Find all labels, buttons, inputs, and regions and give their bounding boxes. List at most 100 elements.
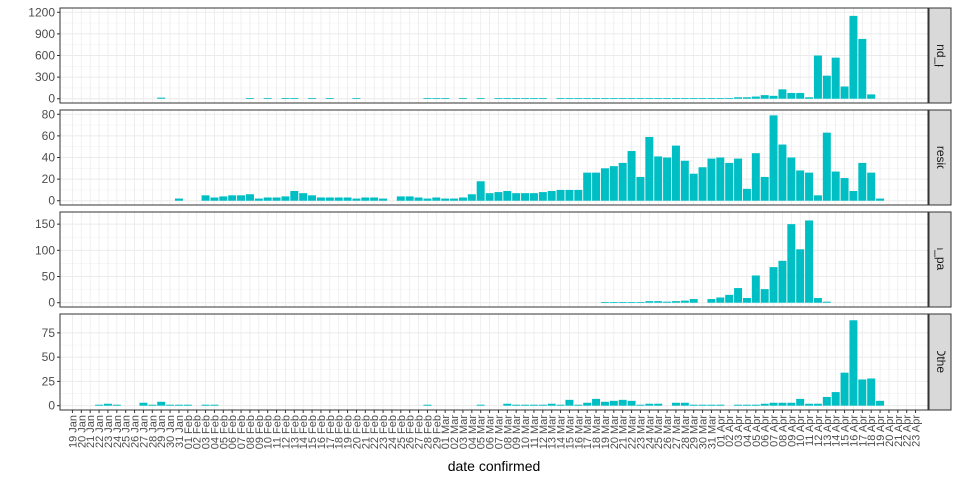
bar — [778, 402, 787, 406]
bar — [760, 95, 769, 99]
bar — [858, 379, 867, 406]
bar — [600, 168, 609, 201]
bar — [272, 197, 281, 201]
bar — [618, 162, 627, 201]
bar — [574, 404, 583, 406]
bar — [618, 98, 627, 99]
bar — [654, 156, 663, 201]
bar — [556, 189, 565, 201]
bar — [512, 404, 521, 406]
panel-gridlines — [60, 314, 928, 410]
bar — [778, 260, 787, 303]
bar — [538, 404, 547, 406]
bar — [680, 300, 689, 303]
bar — [547, 190, 556, 201]
bar — [663, 98, 672, 99]
x-tick-label: 09 Feb — [254, 415, 266, 449]
bar — [787, 92, 796, 99]
bar — [485, 193, 494, 201]
x-tick-label: 23 Feb — [378, 415, 390, 449]
x-tick-label: 23 Apr — [911, 415, 923, 447]
x-tick-label: 15 Mar — [564, 415, 576, 450]
bar — [529, 193, 538, 201]
bar-series — [174, 115, 885, 201]
bar — [689, 299, 698, 303]
x-tick-label: 15 Feb — [307, 415, 319, 449]
bar — [813, 55, 822, 99]
bar — [805, 403, 814, 406]
x-tick-label: 19 Feb — [343, 415, 355, 449]
bar — [556, 98, 565, 99]
x-tick-label: 14 Mar — [556, 415, 568, 450]
bar — [352, 198, 361, 201]
bar — [325, 98, 334, 99]
x-tick-label: 18 Mar — [591, 415, 603, 450]
x-tick-label: 05 Mar — [476, 415, 488, 450]
x-tick-label: 08 Feb — [245, 415, 257, 449]
bar — [219, 196, 228, 201]
bar — [680, 98, 689, 99]
bar — [796, 249, 805, 303]
bar — [112, 404, 121, 406]
bar — [725, 98, 734, 99]
bar — [316, 197, 325, 201]
x-tick-label: 20 Apr — [884, 415, 896, 447]
facet-strip-label: work_pass_and_permit_holder — [934, 0, 948, 138]
x-tick-label: 09 Mar — [511, 415, 523, 450]
x-tick-label: 25 Feb — [396, 415, 408, 449]
bar — [760, 403, 769, 406]
bar — [441, 98, 450, 99]
x-tick-label: 17 Mar — [582, 415, 594, 450]
x-tick-label: 22 Jan — [94, 415, 106, 448]
bar — [663, 301, 672, 303]
bar — [671, 301, 680, 303]
bar — [512, 193, 521, 201]
bar — [645, 301, 654, 303]
bar — [556, 404, 565, 406]
bar — [876, 198, 885, 201]
bar — [618, 302, 627, 304]
x-tick-label: 19 Apr — [875, 415, 887, 447]
bar — [574, 189, 583, 201]
bar — [503, 190, 512, 201]
x-tick-label: 15 Apr — [840, 415, 852, 447]
bar — [787, 224, 796, 303]
y-tick-label: 50 — [42, 270, 56, 284]
chart-panels: 03006009001200work_pass_and_permit_holde… — [28, 0, 952, 413]
bar — [698, 167, 707, 201]
bar — [201, 404, 210, 406]
x-tick-label: 24 Mar — [644, 415, 656, 450]
x-tick-label: 05 Apr — [751, 415, 763, 447]
bar — [769, 267, 778, 303]
bar — [849, 190, 858, 201]
y-tick-label: 25 — [42, 374, 56, 388]
bar — [148, 404, 157, 406]
bar — [538, 192, 547, 201]
y-tick-label: 80 — [42, 107, 56, 121]
bar — [512, 98, 521, 99]
bar — [654, 98, 663, 99]
x-tick-label: 14 Feb — [298, 415, 310, 449]
y-tick-label: 0 — [48, 194, 55, 208]
bar — [707, 299, 716, 303]
bar — [725, 294, 734, 303]
x-tick-label: 29 Mar — [689, 415, 701, 450]
bar — [583, 172, 592, 201]
bar — [627, 98, 636, 99]
x-tick-label: 27 Feb — [414, 415, 426, 449]
bar — [600, 401, 609, 406]
bar — [787, 157, 796, 201]
x-tick-label: 11 Mar — [529, 415, 541, 449]
bar — [867, 94, 876, 99]
bar — [476, 404, 485, 406]
bar — [210, 197, 219, 201]
facet-strip-label: Other — [934, 347, 948, 377]
bar — [698, 98, 707, 99]
bar — [574, 98, 583, 99]
bar — [778, 144, 787, 201]
bar — [529, 98, 538, 99]
bar — [290, 98, 299, 99]
bar — [858, 162, 867, 201]
bar — [680, 160, 689, 201]
